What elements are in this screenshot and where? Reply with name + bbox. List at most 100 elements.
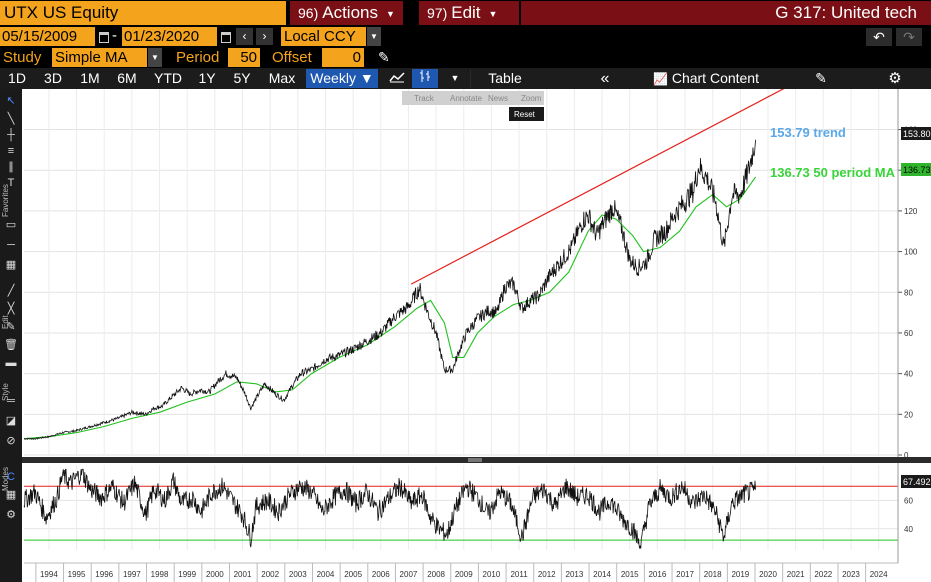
gear-icon[interactable]: ⚙ bbox=[888, 70, 902, 87]
range-6m-button[interactable]: 6M bbox=[117, 70, 137, 86]
cursor-icon[interactable]: ↖ bbox=[6, 95, 16, 107]
start-date-field[interactable]: 05/15/2009 bbox=[0, 27, 95, 46]
line-tool-icon[interactable]: ╲ bbox=[7, 113, 15, 125]
title-bar: UTX US Equity 96) Actions ▼ 97) Edit ▼ G 317… bbox=[0, 0, 931, 26]
offset-field[interactable]: 0 bbox=[322, 48, 364, 67]
price-line bbox=[23, 139, 756, 441]
range-1m-button[interactable]: 1M bbox=[80, 70, 100, 86]
zoom-tool[interactable]: Zoom bbox=[521, 94, 542, 103]
period-field[interactable]: 50 bbox=[228, 48, 260, 67]
x-tick-label: 2020 bbox=[759, 570, 777, 579]
x-tick-label: 2014 bbox=[593, 570, 611, 579]
undo-icon[interactable]: ↶ bbox=[866, 28, 892, 46]
range-1y-button[interactable]: 1Y bbox=[198, 70, 216, 86]
x-tick-label: 2019 bbox=[731, 570, 749, 579]
currency-field[interactable]: Local CCY bbox=[281, 27, 366, 46]
reset-label: Reset bbox=[514, 110, 536, 119]
mode-grid-icon[interactable]: ▦ bbox=[5, 489, 17, 501]
grid-tool-icon[interactable]: ▦ bbox=[5, 259, 17, 271]
frequency-dropdown[interactable]: Weekly ▼ bbox=[306, 69, 378, 88]
line-chart-icon[interactable] bbox=[384, 69, 410, 88]
y-tick-label: 40 bbox=[904, 525, 913, 534]
draw-tool-icon[interactable]: ╱ bbox=[7, 285, 15, 297]
study-label: Study bbox=[3, 49, 42, 66]
x-tick-label: 2015 bbox=[621, 570, 639, 579]
y-tick-label: 100 bbox=[904, 248, 918, 257]
x-tick-label: 2024 bbox=[870, 570, 888, 579]
actions-menu-number: 96) bbox=[298, 5, 319, 21]
caret-down-icon: ▼ bbox=[385, 8, 395, 19]
axes-group: 0204060801001201401604060199419951996199… bbox=[24, 89, 918, 582]
edit-menu[interactable]: 97) Edit ▼ bbox=[419, 1, 519, 25]
favorites-label: Favorites bbox=[1, 184, 10, 217]
annotate-tool[interactable]: Annotate bbox=[450, 94, 483, 103]
track-tool[interactable]: Track bbox=[414, 94, 435, 103]
calendar-icon[interactable] bbox=[98, 29, 109, 43]
frequency-label: Weekly bbox=[310, 70, 356, 86]
pencil-icon[interactable]: ✎ bbox=[378, 49, 390, 65]
chart-content-button[interactable]: 📈 Chart Content bbox=[646, 69, 766, 88]
oscillator-group bbox=[23, 468, 898, 549]
panel-divider-handle[interactable] bbox=[468, 458, 482, 462]
collapse-icon[interactable]: « bbox=[600, 70, 610, 87]
study-bar: Study Simple MA ▼ Period 50 Offset 0 ✎ bbox=[0, 47, 931, 68]
x-tick-label: 2004 bbox=[317, 570, 335, 579]
annotate-icon[interactable]: ✎ bbox=[815, 70, 827, 86]
range-ytd-button[interactable]: YTD bbox=[154, 70, 182, 86]
fib-tool-icon[interactable]: ≡ bbox=[7, 145, 15, 157]
security-field[interactable]: UTX US Equity bbox=[0, 1, 286, 25]
actions-menu-label: Actions bbox=[322, 3, 378, 22]
end-date-field[interactable]: 01/23/2020 bbox=[122, 27, 217, 46]
x-tick-label: 2018 bbox=[704, 570, 722, 579]
redo-icon[interactable]: ↷ bbox=[896, 28, 922, 46]
caret-down-icon: ▼ bbox=[359, 70, 374, 86]
range-3d-button[interactable]: 3D bbox=[44, 70, 62, 86]
study-dropdown-icon[interactable]: ▼ bbox=[148, 48, 162, 67]
bar-chart-icon[interactable] bbox=[412, 69, 438, 88]
crosshair-icon[interactable]: ┼ bbox=[7, 129, 15, 141]
next-period-button[interactable]: › bbox=[256, 28, 273, 45]
x-tick-label: 2007 bbox=[400, 570, 418, 579]
range-max-button[interactable]: Max bbox=[268, 70, 296, 86]
date-separator: - bbox=[112, 27, 117, 44]
actions-menu[interactable]: 96) Actions ▼ bbox=[290, 1, 403, 25]
date-bar: 05/15/2009 - 01/23/2020 ‹ › Local CCY ▼ … bbox=[0, 26, 931, 47]
calendar-icon[interactable] bbox=[220, 29, 231, 43]
toolbar-divider bbox=[470, 69, 471, 88]
color-icon[interactable]: ◪ bbox=[5, 415, 17, 427]
range-5y-button[interactable]: 5Y bbox=[233, 70, 251, 86]
x-tick-label: 2003 bbox=[289, 570, 307, 579]
prev-period-button[interactable]: ‹ bbox=[236, 28, 253, 45]
measure-tool-icon[interactable]: ╳ bbox=[7, 303, 15, 315]
trendline-group bbox=[410, 89, 785, 285]
table-button[interactable]: Table bbox=[488, 70, 522, 86]
settings-icon[interactable]: ⚙ bbox=[6, 509, 16, 521]
shape-tool-icon[interactable]: ▭ bbox=[5, 219, 17, 231]
delete-icon[interactable]: 🗑 bbox=[4, 339, 18, 351]
channel-icon[interactable]: ∥ bbox=[8, 161, 14, 173]
line-style-icon[interactable]: ═ bbox=[7, 395, 15, 407]
mode-c-icon[interactable]: C bbox=[7, 471, 15, 483]
hline-tool-icon[interactable]: ─ bbox=[7, 239, 15, 251]
format-icon[interactable]: ⊘ bbox=[6, 435, 16, 447]
chart-tools-overlay: Track Annotate News Zoom Reset bbox=[402, 91, 544, 121]
left-tool-sidebar: ↖ ╲ ┼ ≡ ∥ T Favorites ▭ ─ ▦ ╱ ╳ Edit ✎ 🗑… bbox=[0, 89, 22, 582]
x-tick-label: 2008 bbox=[427, 570, 445, 579]
chart-type-dropdown-icon[interactable]: ▼ bbox=[450, 73, 460, 83]
last-price-value: 153.80 bbox=[903, 129, 931, 139]
currency-dropdown-icon[interactable]: ▼ bbox=[367, 27, 381, 46]
chart-content-icon: 📈 bbox=[652, 72, 668, 86]
x-tick-label: 1999 bbox=[178, 570, 196, 579]
y-tick-label: 20 bbox=[904, 410, 913, 419]
text-tool-icon[interactable]: T bbox=[7, 177, 15, 189]
oscillator-value: 67.4923 bbox=[903, 477, 931, 487]
reset-button[interactable] bbox=[509, 107, 544, 121]
offset-label: Offset bbox=[272, 49, 312, 66]
brush-icon[interactable]: ✎ bbox=[6, 321, 16, 333]
range-1d-button[interactable]: 1D bbox=[8, 70, 26, 86]
news-tool[interactable]: News bbox=[488, 94, 508, 103]
price-chart[interactable]: 0204060801001201401604060199419951996199… bbox=[22, 89, 931, 582]
study-field[interactable]: Simple MA bbox=[52, 48, 147, 67]
eraser-icon[interactable]: ▬ bbox=[5, 357, 17, 369]
period-label: Period bbox=[176, 49, 220, 66]
